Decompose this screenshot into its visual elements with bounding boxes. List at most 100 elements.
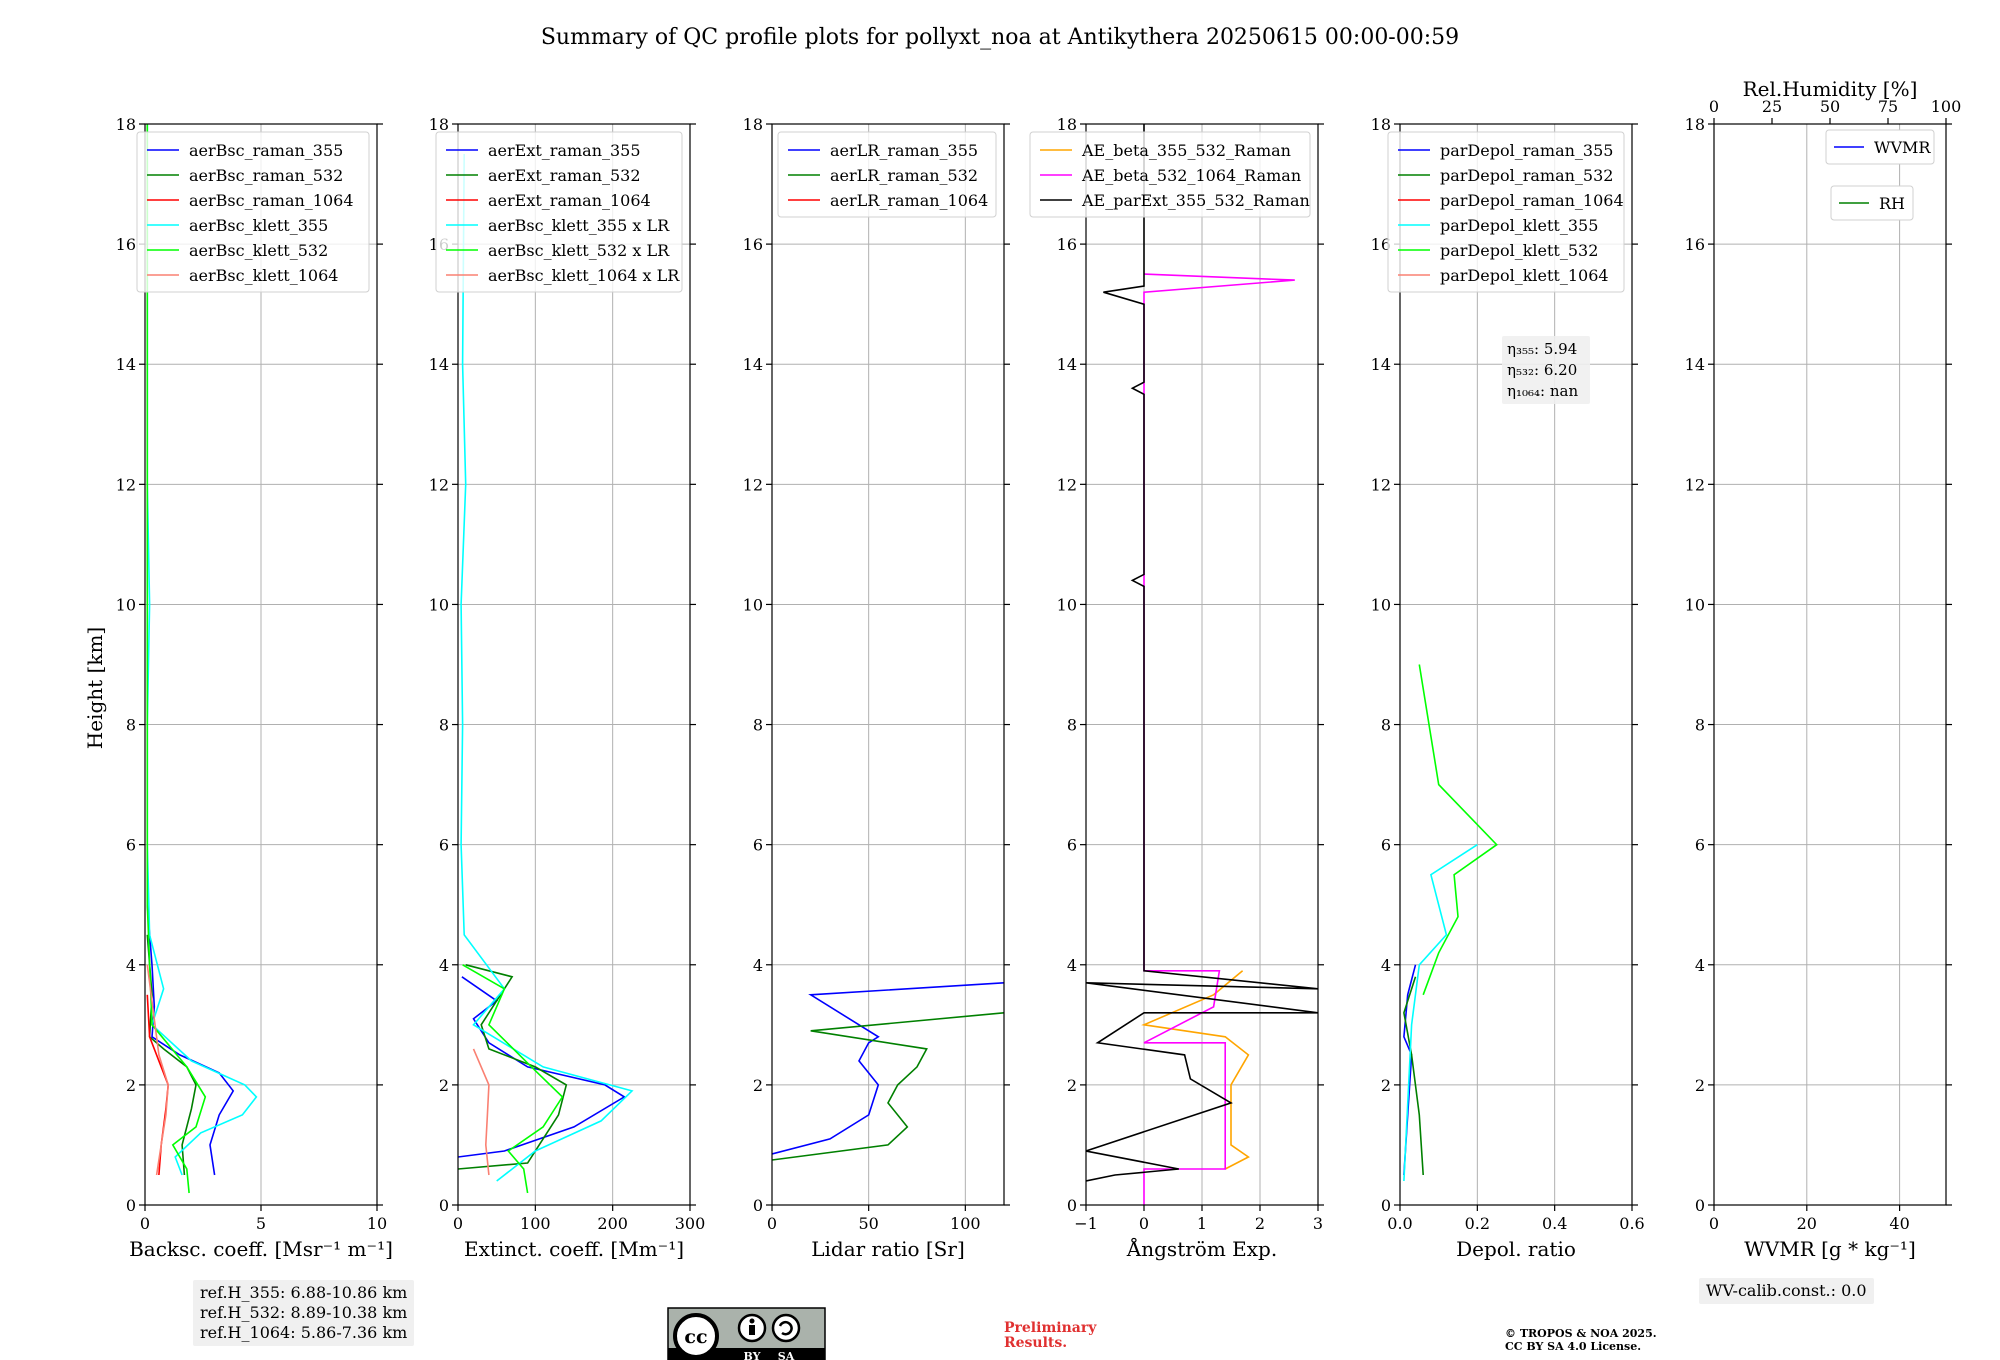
wv-calib-box: WV-calib.const.: 0.0	[1699, 1278, 1874, 1304]
cc-icon	[673, 1313, 719, 1359]
series-line-aerbsc-klett-1064	[146, 964, 170, 1176]
x-axis-label: Depol. ratio	[1456, 1237, 1576, 1261]
y-tick-label: 12	[1057, 475, 1077, 494]
y-tick-label: 0	[439, 1196, 449, 1215]
series-line-aerbsc-klett-1064-x-lr	[472, 1048, 490, 1176]
y-tick-label: 4	[126, 956, 136, 975]
legend-label: aerBsc_klett_355	[189, 216, 328, 235]
legend-label: RH	[1879, 194, 1905, 213]
legend-label: aerBsc_klett_1064 x LR	[488, 266, 680, 285]
y-tick-label: 2	[1067, 1076, 1077, 1095]
ref-height-1064: ref.H_1064: 5.86-7.36 km	[200, 1323, 408, 1342]
y-tick-label: 10	[1685, 595, 1705, 614]
x-axis-label: Backsc. coeff. [Msr⁻¹ m⁻¹]	[129, 1237, 393, 1261]
x-axis-label: Lidar ratio [Sr]	[811, 1237, 965, 1261]
x-tick-label: 0.4	[1542, 1214, 1567, 1233]
x-tick-label: 0	[1709, 1214, 1719, 1233]
grid-lines	[1713, 123, 1946, 1206]
y-tick-label: 2	[1381, 1076, 1391, 1095]
legend-label: parDepol_raman_532	[1440, 166, 1613, 185]
legend-label: parDepol_raman_355	[1440, 141, 1613, 160]
x-tick-label: 100	[950, 1214, 981, 1233]
annotation-box: η₃₅₅: 5.94 η₅₃₂: 6.20 η₁₀₆₄: nan	[1502, 336, 1590, 404]
y-tick-label: 4	[753, 956, 763, 975]
y-tick-label: 4	[1381, 956, 1391, 975]
x-tick-label: 3	[1313, 1214, 1323, 1233]
series-line-aerext-raman-355	[458, 976, 626, 1158]
x-tick-label: 0	[1139, 1214, 1149, 1233]
legend-label: WVMR	[1874, 138, 1931, 157]
wv-calib-text: WV-calib.const.: 0.0	[1706, 1281, 1867, 1300]
x-tick-label: 300	[675, 1214, 706, 1233]
top-axis-label: Rel.Humidity [%]	[1743, 77, 1918, 101]
legend-label: AE_beta_355_532_Raman	[1081, 141, 1291, 160]
series-lines	[772, 982, 1004, 1161]
copyright-note: © TROPOS & NOA 2025. CC BY SA 4.0 Licens…	[1505, 1327, 1657, 1353]
y-tick-label: 0	[1695, 1196, 1705, 1215]
y-tick-label: 18	[429, 115, 449, 134]
legend-label: aerBsc_klett_1064	[189, 266, 338, 285]
axes-frame	[1713, 123, 1947, 1206]
legend-box	[1830, 185, 1914, 221]
top-x-tick-label: 75	[1878, 97, 1898, 116]
series-line-ae-beta-355-532-raman	[1141, 970, 1250, 1170]
y-tick-label: 18	[1057, 115, 1077, 134]
axes-frame	[457, 123, 691, 1206]
series-lines	[1403, 664, 1498, 1182]
preliminary-line-2: Results.	[1004, 1335, 1068, 1351]
legend-label: parDepol_klett_1064	[1440, 266, 1609, 285]
legend: aerLR_raman_355 aerLR_raman_532 aerLR_rama…	[777, 131, 997, 218]
series-lines	[1086, 124, 1318, 1205]
legend-label: aerBsc_raman_355	[189, 141, 343, 160]
y-tick-label: 0	[1381, 1196, 1391, 1215]
cc-license-badge: cc BY SA	[667, 1307, 826, 1360]
x-tick-label: 0	[453, 1214, 463, 1233]
y-tick-label: 12	[1685, 475, 1705, 494]
series-line-aerlr-raman-532	[772, 1012, 1004, 1161]
preliminary-line-1: Preliminary	[1004, 1320, 1097, 1336]
y-tick-label: 10	[429, 595, 449, 614]
y-tick-label: 4	[1695, 956, 1705, 975]
series-line-pardepol-klett-355	[1403, 844, 1478, 1182]
y-tick-label: 10	[743, 595, 763, 614]
y-tick-label: 0	[753, 1196, 763, 1215]
series-line-aerext-raman-532	[458, 964, 568, 1170]
legend-label: parDepol_raman_1064	[1440, 191, 1624, 210]
legend-box	[1029, 131, 1311, 218]
sa-icon-arrow	[778, 1320, 793, 1336]
series-line-aerbsc-klett-355-x-lr	[460, 153, 634, 1182]
y-tick-label: 6	[439, 836, 449, 855]
y-tick-label: 2	[753, 1076, 763, 1095]
ref-heights-box: ref.H_355: 6.88-10.86 km ref.H_532: 8.89…	[193, 1280, 415, 1346]
series-lines	[146, 124, 258, 1194]
by-icon-body	[749, 1325, 755, 1335]
x-axis-label: Ångström Exp.	[1126, 1236, 1277, 1261]
top-x-tick-label: 25	[1762, 97, 1782, 116]
annotation-text: η₅₃₂: 6.20	[1507, 361, 1577, 379]
x-tick-label: 50	[858, 1214, 878, 1233]
x-tick-label: 40	[1889, 1214, 1909, 1233]
legend-box	[777, 131, 997, 218]
axes-frame	[771, 123, 1005, 1206]
x-tick-label: 20	[1797, 1214, 1817, 1233]
legend-label: aerExt_raman_532	[488, 166, 641, 185]
legend-label: AE_beta_532_1064_Raman	[1081, 166, 1301, 185]
y-tick-label: 10	[1057, 595, 1077, 614]
y-tick-label: 14	[1685, 355, 1705, 374]
badge-by-label: BY	[744, 1350, 761, 1360]
legend-label: AE_parExt_355_532_Raman	[1081, 191, 1310, 210]
x-tick-label: 200	[597, 1214, 628, 1233]
legend-label: aerBsc_klett_355 x LR	[488, 216, 670, 235]
legend: aerBsc_raman_355 aerBsc_raman_532 aerBsc_r…	[136, 131, 370, 293]
y-tick-label: 2	[1695, 1076, 1705, 1095]
series-line-pardepol-raman-532	[1403, 976, 1424, 1176]
y-tick-label: 12	[116, 475, 136, 494]
x-tick-label: 0.6	[1619, 1214, 1644, 1233]
y-tick-label: 12	[429, 475, 449, 494]
legend-box	[1825, 129, 1935, 165]
legend-label: aerBsc_klett_532	[189, 241, 328, 260]
series-line-aerbsc-raman-355	[146, 904, 235, 1176]
ref-height-532: ref.H_532: 8.89-10.38 km	[200, 1303, 408, 1322]
y-tick-label: 18	[1685, 115, 1705, 134]
